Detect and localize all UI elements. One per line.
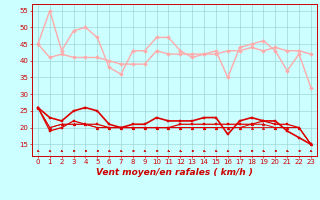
X-axis label: Vent moyen/en rafales ( km/h ): Vent moyen/en rafales ( km/h ) (96, 168, 253, 177)
